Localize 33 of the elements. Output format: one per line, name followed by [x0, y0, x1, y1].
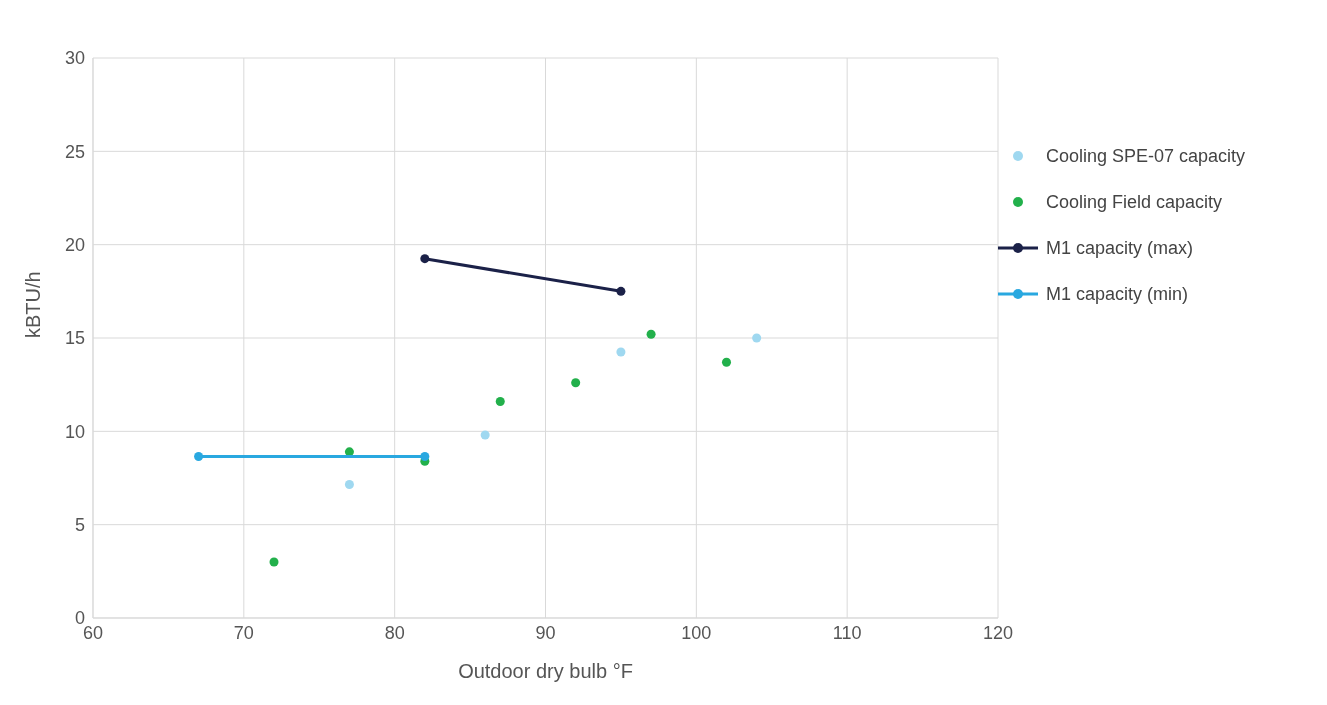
point [420, 452, 430, 462]
point [420, 254, 430, 264]
x-tick-label: 110 [832, 622, 862, 643]
point [344, 480, 354, 490]
legend-label: Cooling SPE-07 capacity [1046, 145, 1246, 167]
x-tick-label: 90 [535, 622, 556, 643]
x-tick-label: 100 [681, 622, 712, 643]
point [495, 396, 505, 406]
y-axis-title: kBTU/h [22, 271, 45, 338]
x-tick-label: 70 [233, 622, 254, 643]
point [646, 329, 656, 339]
point [616, 286, 626, 296]
point [194, 452, 204, 462]
x-axis-title: Outdoor dry bulb °F [458, 660, 633, 682]
legend-label: M1 capacity (max) [1046, 237, 1194, 259]
legend-label: M1 capacity (min) [1046, 283, 1189, 305]
y-tick-label: 25 [64, 141, 85, 162]
x-tick-label: 120 [982, 622, 1014, 643]
y-tick-label: 20 [64, 235, 85, 256]
y-tick-label: 0 [74, 608, 85, 629]
x-tick-label: 60 [82, 622, 104, 643]
point [616, 347, 626, 357]
y-tick-label: 10 [64, 421, 85, 442]
x-tick-label: 80 [384, 622, 405, 643]
y-tick-label: 30 [64, 48, 85, 69]
y-tick-label: 15 [64, 328, 85, 349]
point [269, 557, 279, 567]
y-tick-label: 5 [74, 515, 85, 536]
legend-label: Cooling Field capacity [1046, 191, 1223, 213]
point [752, 333, 762, 343]
point [721, 357, 732, 367]
point [480, 430, 490, 440]
point [571, 378, 581, 388]
